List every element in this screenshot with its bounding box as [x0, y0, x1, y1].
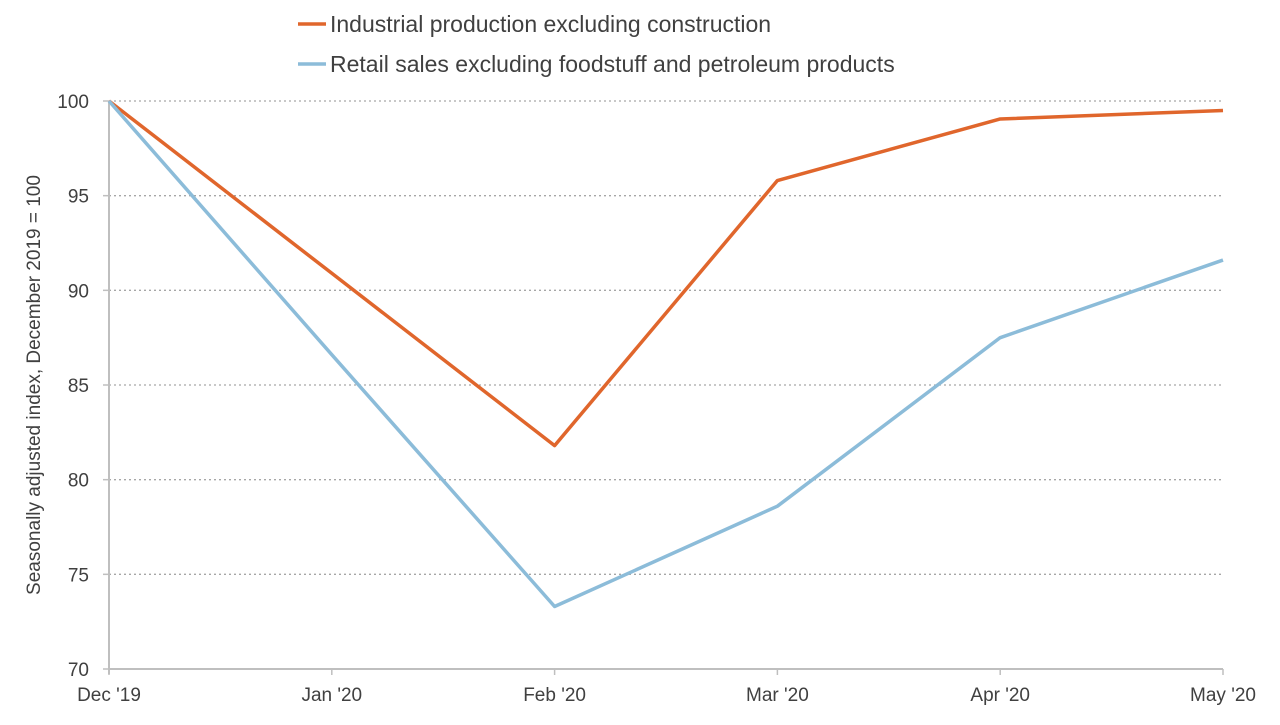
gridlines: [109, 100, 1223, 575]
legend: Industrial production excluding construc…: [298, 11, 895, 77]
x-tick-label: Jan '20: [301, 685, 362, 706]
x-tick-label: May '20: [1190, 685, 1256, 706]
y-tick-label: 100: [57, 92, 89, 113]
legend-label: Retail sales excluding foodstuff and pet…: [330, 51, 895, 77]
y-axis-label: Seasonally adjusted index, December 2019…: [24, 175, 45, 595]
y-tick-label: 90: [68, 281, 89, 302]
axes: 70 75 80 85 90 95 100 Dec '19 Jan '20 Feb '20 Mar …: [57, 92, 1256, 706]
y-tick-label: 70: [68, 660, 89, 681]
y-tick-label: 95: [68, 187, 89, 208]
y-tick-label: 75: [68, 565, 89, 586]
x-tick-label: Dec '19: [77, 685, 141, 706]
series-line-industrial-production: [107, 99, 1224, 448]
y-tick-label: 85: [68, 376, 89, 397]
series-lines: [107, 99, 1224, 609]
y-tick-label: 80: [68, 471, 89, 492]
series-line-retail-sales: [107, 99, 1224, 609]
legend-label: Industrial production excluding construc…: [330, 11, 771, 37]
x-tick-label: Feb '20: [523, 685, 586, 706]
x-tick-label: Mar '20: [746, 685, 809, 706]
x-tick-label: Apr '20: [970, 685, 1030, 706]
